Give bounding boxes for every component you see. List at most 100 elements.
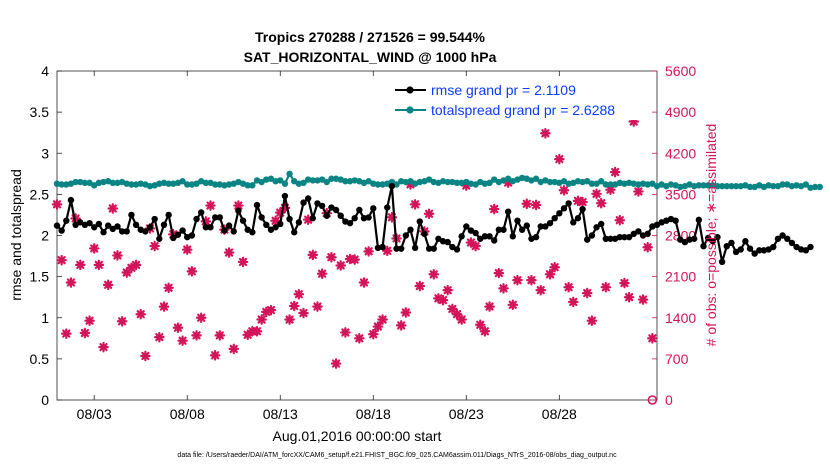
obs-assimilated-point	[628, 116, 640, 127]
rmse-point	[63, 217, 70, 224]
totalspread-point	[374, 181, 382, 188]
obs-assimilated-point	[237, 256, 249, 268]
rmse-point	[197, 209, 205, 216]
obs-assimilated-point	[65, 277, 77, 288]
rmse-point	[714, 233, 721, 241]
rmse-point	[356, 206, 363, 214]
rmse-point	[514, 217, 521, 224]
rmse-point	[188, 232, 196, 239]
rmse-point	[463, 223, 470, 230]
rmse-point	[430, 245, 437, 252]
obs-assimilated-point	[261, 306, 272, 318]
rmse-point	[165, 211, 172, 219]
rmse-point	[491, 237, 498, 244]
rmse-point	[346, 219, 354, 227]
obs-assimilated-point	[572, 195, 584, 207]
totalspread-point	[444, 178, 451, 186]
totalspread-point	[770, 182, 777, 190]
obs-assimilated-point	[140, 350, 151, 362]
obs-assimilated-point	[181, 244, 193, 255]
rmse-series	[53, 182, 814, 266]
totalspread-point	[695, 182, 703, 189]
obs-assimilated-point	[233, 200, 244, 211]
rmse-point	[258, 214, 265, 221]
totalspread-point	[718, 182, 726, 190]
obs-assimilated-point	[381, 245, 393, 257]
rmse-point	[123, 228, 130, 235]
obs-assimilated-point	[307, 249, 319, 261]
rmse-point	[309, 215, 317, 222]
y-right-tick-label: 3500	[665, 186, 696, 202]
rmse-point	[179, 227, 186, 234]
obs-assimilated-point	[326, 251, 337, 263]
obs-assimilated-point	[614, 214, 626, 226]
rmse-point	[742, 238, 749, 245]
obs-assimilated-point	[84, 315, 95, 326]
rmse-point	[542, 223, 549, 230]
obs-assimilated-point	[456, 314, 467, 325]
rmse-point	[397, 245, 405, 252]
obs-assimilated-point	[298, 307, 309, 319]
totalspread-point	[165, 180, 172, 187]
rmse-point	[616, 233, 623, 241]
x-tick-label: 08/23	[449, 406, 484, 422]
totalspread-point	[546, 178, 554, 186]
data-file-footnote: data file: /Users/raeder/DAI/ATM_forcXX/…	[177, 452, 617, 459]
rmse-point	[230, 228, 237, 235]
rmse-point	[142, 228, 149, 235]
obs-assimilated-point	[526, 274, 537, 286]
rmse-point	[737, 246, 744, 253]
rmse-point	[323, 212, 330, 219]
y-right-tick-label: 4900	[665, 104, 696, 120]
obs-assimilated-point	[51, 199, 63, 210]
rmse-point	[207, 224, 214, 231]
obs-assimilated-point	[554, 153, 565, 165]
rmse-point	[486, 233, 493, 240]
rmse-point	[644, 230, 651, 238]
rmse-point	[723, 242, 730, 250]
obs-assimilated-series	[51, 108, 658, 369]
x-axis-label: Aug.01,2016 00:00:00 start	[273, 428, 442, 444]
obs-assimilated-point	[535, 284, 547, 296]
obs-assimilated-point	[242, 329, 253, 341]
obs-assimilated-point	[498, 283, 509, 294]
rmse-point	[518, 226, 526, 233]
totalspread-point	[58, 181, 65, 188]
y-right-tick-label: 1400	[665, 310, 696, 326]
obs-assimilated-point	[544, 268, 556, 280]
obs-assimilated-point	[605, 184, 616, 195]
rmse-point	[756, 247, 763, 254]
obs-assimilated-point	[98, 341, 109, 353]
totalspread-point	[746, 183, 754, 191]
obs-assimilated-point	[595, 197, 607, 209]
y-right-tick-label: 4200	[665, 145, 696, 161]
y-tick-label: 1	[41, 310, 49, 326]
rmse-point	[272, 224, 279, 231]
obs-assimilated-point	[191, 330, 202, 341]
totalspread-point	[281, 180, 289, 187]
obs-assimilated-point	[637, 294, 649, 305]
rmse-point	[193, 215, 200, 223]
rmse-point	[146, 224, 154, 231]
rmse-point	[170, 234, 177, 242]
rmse-point	[95, 220, 103, 228]
obs-assimilated-point	[274, 207, 286, 218]
plot-area	[56, 70, 658, 401]
obs-assimilated-point	[591, 188, 602, 200]
obs-assimilated-point	[293, 288, 305, 300]
obs-assimilated-point	[186, 266, 198, 277]
rmse-point	[509, 233, 517, 240]
rmse-point	[635, 228, 642, 235]
rmse-point	[211, 214, 219, 221]
totalspread-point	[728, 182, 735, 190]
rmse-point	[770, 243, 777, 251]
obs-assimilated-point	[367, 328, 379, 340]
y-right-tick-label: 2100	[665, 269, 696, 285]
rmse-point	[291, 229, 298, 236]
obs-assimilated-point	[423, 208, 435, 220]
rmse-point	[104, 222, 112, 229]
obs-assimilated-point	[335, 260, 347, 271]
rmse-point	[453, 246, 461, 253]
rmse-point	[295, 219, 303, 226]
obs-assimilated-point	[619, 277, 630, 289]
